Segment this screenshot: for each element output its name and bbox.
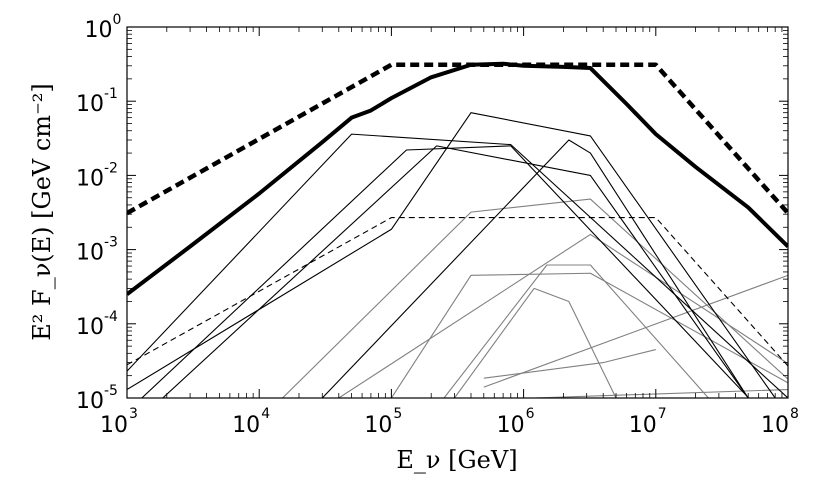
y-tick-exponent: -3 bbox=[104, 235, 118, 251]
y-tick-base: 10 bbox=[76, 166, 104, 191]
series-source-black-5 bbox=[321, 139, 749, 398]
x-tick-label: 10 4 bbox=[232, 406, 270, 438]
x-tick-exponent: 3 bbox=[129, 406, 138, 422]
series-source-gray-4 bbox=[443, 264, 709, 398]
series-lower-bound-thin-dashed bbox=[127, 217, 788, 367]
y-tick-label: 10 -2 bbox=[76, 160, 118, 191]
y-tick-base: 10 bbox=[85, 18, 113, 43]
y-tick-label: 10 0 bbox=[85, 12, 122, 43]
y-tick-exponent: -4 bbox=[104, 309, 118, 325]
x-tick-exponent: 6 bbox=[526, 406, 535, 422]
series-layer bbox=[127, 61, 788, 398]
y-tick-base: 10 bbox=[76, 315, 104, 340]
series-source-gray-2 bbox=[338, 233, 788, 398]
y-tick-label: 10 -1 bbox=[76, 86, 118, 117]
y-tick-exponent: -2 bbox=[104, 160, 118, 176]
ticks-layer bbox=[126, 26, 789, 399]
series-upper-bound-thick-dashed bbox=[127, 62, 788, 216]
x-tick-exponent: 5 bbox=[393, 406, 402, 422]
y-tick-label: 10 -3 bbox=[76, 235, 118, 266]
x-tick-exponent: 4 bbox=[261, 406, 270, 422]
y-tick-exponent: -5 bbox=[104, 383, 118, 399]
x-tick-exponent: 7 bbox=[658, 406, 667, 422]
y-tick-exponent: -1 bbox=[104, 86, 118, 102]
x-tick-base: 10 bbox=[761, 413, 789, 438]
x-tick-base: 10 bbox=[497, 413, 525, 438]
x-tick-label: 10 5 bbox=[364, 406, 402, 438]
y-axis-label: E² F_ν(E) [GeV cm⁻²] bbox=[28, 83, 56, 340]
series-source-black-4 bbox=[161, 145, 749, 398]
series-source-gray-8 bbox=[483, 348, 656, 379]
y-tick-exponent: 0 bbox=[113, 12, 122, 28]
y-tick-base: 10 bbox=[76, 92, 104, 117]
y-tick-label: 10 -5 bbox=[76, 383, 118, 414]
plot-frame bbox=[126, 26, 789, 399]
series-source-black-1 bbox=[127, 133, 788, 398]
x-tick-base: 10 bbox=[232, 413, 260, 438]
series-source-black-3 bbox=[141, 145, 750, 398]
tick-labels-layer: 10 3 10 4 10 5 10 6 10 7 10 810 -510 -410 -310 -210 -110… bbox=[76, 12, 799, 438]
x-tick-label: 10 3 bbox=[100, 406, 138, 438]
series-total-flux-thick bbox=[127, 61, 788, 296]
x-tick-exponent: 8 bbox=[790, 406, 799, 422]
x-tick-label: 10 8 bbox=[761, 406, 799, 438]
series-source-gray-5 bbox=[454, 287, 617, 398]
x-tick-base: 10 bbox=[100, 413, 128, 438]
x-tick-label: 10 7 bbox=[629, 406, 667, 438]
series-source-black-2 bbox=[127, 112, 776, 398]
series-source-gray-1 bbox=[282, 198, 788, 398]
y-tick-label: 10 -4 bbox=[76, 309, 118, 340]
y-tick-base: 10 bbox=[76, 389, 104, 414]
x-tick-base: 10 bbox=[364, 413, 392, 438]
series-source-gray-7 bbox=[534, 389, 788, 398]
x-axis-label: E_ν [GeV] bbox=[396, 446, 517, 474]
series-source-gray-6 bbox=[483, 274, 788, 388]
y-tick-base: 10 bbox=[76, 241, 104, 266]
x-tick-label: 10 6 bbox=[497, 406, 535, 438]
x-tick-base: 10 bbox=[629, 413, 657, 438]
series-source-gray-3 bbox=[390, 272, 788, 398]
